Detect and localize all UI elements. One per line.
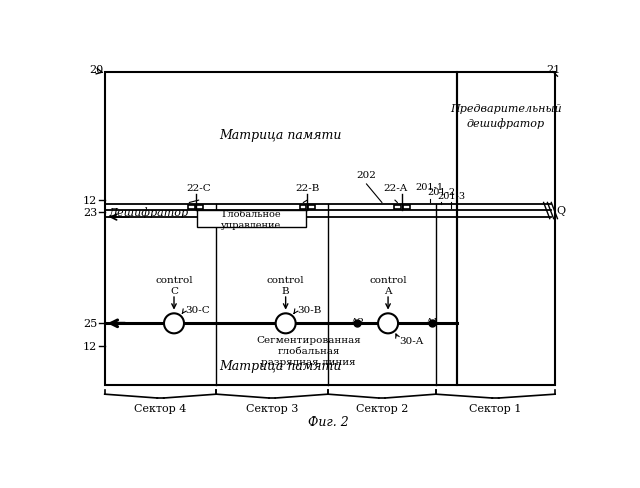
Text: Предварительный
дешифратор: Предварительный дешифратор: [450, 103, 562, 129]
Text: control
A: control A: [369, 275, 407, 295]
Bar: [308, 205, 315, 210]
Text: 23: 23: [83, 207, 97, 217]
Text: Сектор 2: Сектор 2: [356, 403, 408, 413]
Bar: [196, 205, 204, 210]
Text: 25: 25: [83, 319, 97, 328]
Text: 201-2: 201-2: [427, 188, 455, 197]
Text: Дешифратор: Дешифратор: [109, 207, 189, 218]
Circle shape: [276, 314, 296, 334]
Text: 30-B: 30-B: [297, 305, 321, 314]
Text: 201-1: 201-1: [415, 183, 444, 191]
Text: control
B: control B: [267, 275, 305, 295]
Text: 12: 12: [83, 196, 97, 206]
Text: Сектор 4: Сектор 4: [134, 403, 187, 413]
Text: A1: A1: [425, 318, 439, 326]
Text: 22-A: 22-A: [383, 184, 407, 193]
Text: 30-A: 30-A: [399, 336, 424, 345]
Bar: [456, 72, 555, 385]
Bar: [188, 205, 195, 210]
Circle shape: [164, 314, 184, 334]
Text: 20: 20: [90, 65, 104, 75]
Text: 202: 202: [356, 171, 376, 180]
Text: 22-B: 22-B: [295, 184, 319, 193]
Circle shape: [378, 314, 398, 334]
Bar: [403, 205, 410, 210]
Text: 22-C: 22-C: [186, 184, 211, 193]
Text: 21: 21: [547, 65, 561, 75]
Bar: [197, 211, 306, 227]
Text: Матрица памяти: Матрица памяти: [220, 129, 342, 142]
Text: Матрица памяти: Матрица памяти: [220, 360, 342, 372]
Bar: [394, 205, 401, 210]
Text: 30-C: 30-C: [186, 305, 211, 314]
Text: Сектор 3: Сектор 3: [246, 403, 298, 413]
Text: Фиг. 2: Фиг. 2: [308, 415, 348, 428]
Text: 201-3: 201-3: [437, 192, 465, 201]
Text: Сектор 1: Сектор 1: [469, 403, 522, 413]
Text: Q: Q: [557, 206, 566, 216]
Bar: [300, 205, 307, 210]
Bar: [105, 72, 456, 385]
Text: 12: 12: [83, 342, 97, 352]
Text: Глобальное
управление: Глобальное управление: [221, 209, 282, 229]
Text: A2: A2: [350, 318, 364, 326]
Text: Сегментированная
глобальная
разрядная линия: Сегментированная глобальная разрядная ли…: [257, 335, 361, 366]
Text: control
C: control C: [155, 275, 193, 295]
